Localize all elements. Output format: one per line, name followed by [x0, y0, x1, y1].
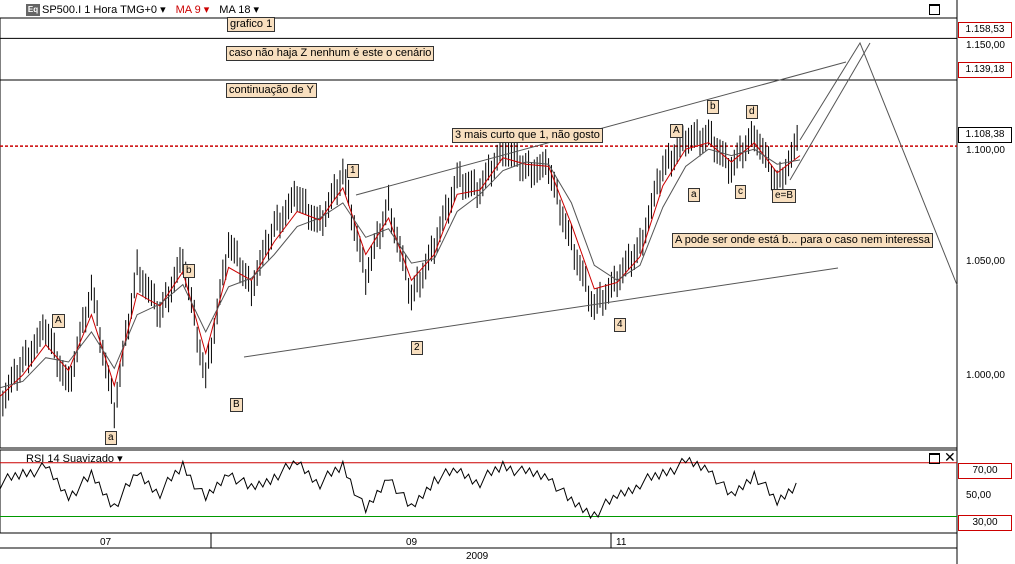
x-tick-label: 11 — [616, 537, 627, 548]
wave-label: B — [230, 398, 243, 412]
wave-label: 4 — [614, 318, 626, 332]
y-tick-label: 1.000,00 — [966, 370, 1005, 381]
annotation-a-pode-ser: A pode ser onde está b... para o caso ne… — [672, 233, 933, 248]
wave-label: a — [105, 431, 117, 445]
rsi-series-line — [0, 456, 797, 520]
wave-label: a — [688, 188, 700, 202]
ma9-selector[interactable]: MA 9 ▾ — [175, 4, 210, 16]
rsi-upper-box: 70,00 — [958, 463, 1012, 479]
wave-label: e=B — [772, 189, 797, 203]
price-box-current: 1.108,38 — [958, 127, 1012, 143]
chart-header: SP500.I 1 Hora TMG+0 ▾ MA 9 ▾ MA 18 ▾ — [42, 3, 259, 16]
rsi-lower-box: 30,00 — [958, 515, 1012, 531]
wave-label: 1 — [347, 164, 359, 178]
annotation-tres-mais-curto: 3 mais curto que 1, não gosto — [452, 128, 603, 143]
projection-line — [789, 42, 871, 181]
y-tick-label: 1.150,00 — [966, 40, 1005, 51]
close-icon[interactable]: ✕ — [944, 449, 956, 465]
lower-trendline — [243, 267, 839, 358]
annotation-continuacao: continuação de Y — [226, 83, 317, 98]
annotation-cenario: caso não haja Z nenhum é este o cenário — [226, 46, 435, 61]
ma-series-line — [0, 148, 801, 389]
wave-label: b — [183, 264, 195, 278]
y-tick-label: 1.100,00 — [966, 145, 1005, 156]
wave-label: A — [670, 124, 683, 138]
maximize-icon[interactable] — [929, 4, 940, 15]
year-label: 2009 — [466, 551, 489, 562]
projection-line — [799, 41, 958, 286]
price-box-red-mid: 1.139,18 — [958, 62, 1012, 78]
annotation-grafico: grafico 1 — [227, 17, 276, 32]
x-tick-label: 09 — [406, 537, 418, 548]
wave-label: A — [52, 314, 65, 328]
ma18-selector[interactable]: MA 18 ▾ — [219, 4, 260, 16]
rsi-middle-label: 50,00 — [966, 490, 992, 501]
app-logo-icon: Eq — [26, 4, 40, 16]
x-tick-label: 07 — [100, 537, 112, 548]
y-tick-label: 1.050,00 — [966, 256, 1005, 267]
maximize-icon[interactable] — [929, 453, 940, 464]
rsi-title[interactable]: RSI 14 Suavizado ▾ — [26, 453, 123, 465]
wave-label: c — [735, 185, 746, 199]
wave-label: d — [746, 105, 758, 119]
ma-series-line — [0, 141, 801, 397]
wave-label: b — [707, 100, 719, 114]
wave-label: 2 — [411, 341, 423, 355]
symbol-selector[interactable]: SP500.I 1 Hora TMG+0 ▾ — [42, 4, 166, 16]
price-box-red-top: 1.158,53 — [958, 22, 1012, 38]
